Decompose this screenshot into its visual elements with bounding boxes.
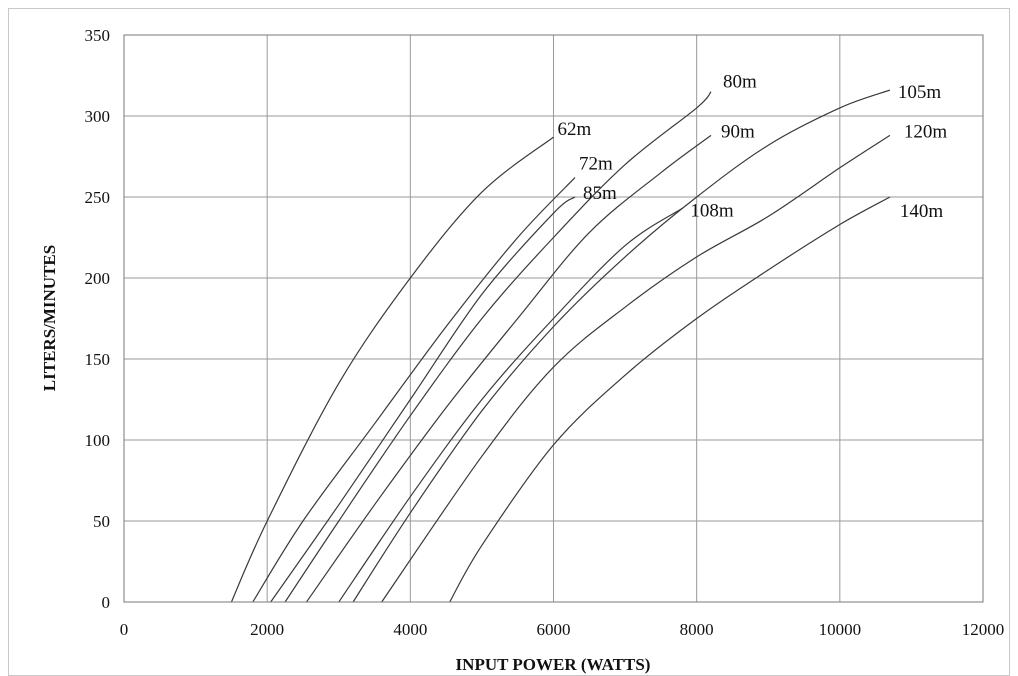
y-tick-label: 100 — [85, 431, 111, 450]
tick-labels: 0 2000 4000 6000 8000 10000 12000 0 50 100 150 200 2… — [85, 26, 1005, 639]
x-tick-label: 6000 — [537, 620, 571, 639]
chart-frame — [8, 8, 1010, 676]
series-line-62m — [230, 136, 554, 603]
series-line-72m — [252, 177, 576, 603]
grid — [124, 35, 983, 602]
y-tick-label: 250 — [85, 188, 111, 207]
x-tick-label: 4000 — [393, 620, 427, 639]
series-label: 85m — [583, 183, 617, 204]
series-line-108m — [338, 207, 683, 603]
y-tick-label: 50 — [93, 512, 110, 531]
x-tick-label: 0 — [120, 620, 129, 639]
series-line-80m — [284, 91, 712, 603]
series-label: 120m — [904, 121, 948, 142]
series-labels: 62m 72m 85m 80m 90m 108m 105m 120m 140m — [558, 72, 948, 222]
series-line-105m — [352, 89, 891, 603]
y-tick-label: 150 — [85, 350, 111, 369]
series-label: 90m — [721, 121, 755, 142]
series-line-85m — [270, 196, 576, 603]
series-label: 105m — [898, 82, 942, 103]
plot-border — [123, 34, 984, 603]
x-tick-label: 2000 — [250, 620, 284, 639]
series-line-90m — [306, 134, 712, 603]
y-tick-label: 0 — [102, 593, 111, 612]
series-label: 108m — [690, 200, 734, 221]
series-line-120m — [381, 134, 891, 603]
x-axis-title: INPUT POWER (WATTS) — [456, 655, 651, 674]
y-tick-label: 350 — [85, 26, 111, 45]
y-axis-title: LITERS/MINUTES — [40, 245, 59, 391]
series-label: 80m — [723, 72, 757, 93]
series-line-140m — [449, 196, 891, 603]
x-tick-label: 8000 — [680, 620, 714, 639]
y-tick-label: 300 — [85, 107, 111, 126]
x-tick-label: 10000 — [819, 620, 862, 639]
series-label: 62m — [558, 119, 592, 140]
series-label: 140m — [900, 201, 944, 222]
series-lines — [230, 89, 891, 603]
y-tick-label: 200 — [85, 269, 111, 288]
series-label: 72m — [579, 154, 613, 175]
x-tick-label: 12000 — [962, 620, 1005, 639]
